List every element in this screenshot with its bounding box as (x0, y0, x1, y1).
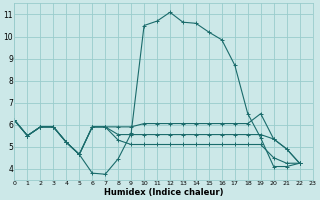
X-axis label: Humidex (Indice chaleur): Humidex (Indice chaleur) (104, 188, 223, 197)
